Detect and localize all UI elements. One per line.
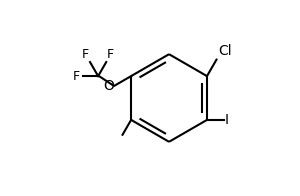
Text: Cl: Cl: [218, 44, 232, 58]
Text: O: O: [103, 79, 114, 93]
Text: F: F: [82, 48, 89, 61]
Text: F: F: [107, 48, 114, 61]
Text: I: I: [225, 113, 229, 127]
Text: F: F: [73, 70, 80, 83]
